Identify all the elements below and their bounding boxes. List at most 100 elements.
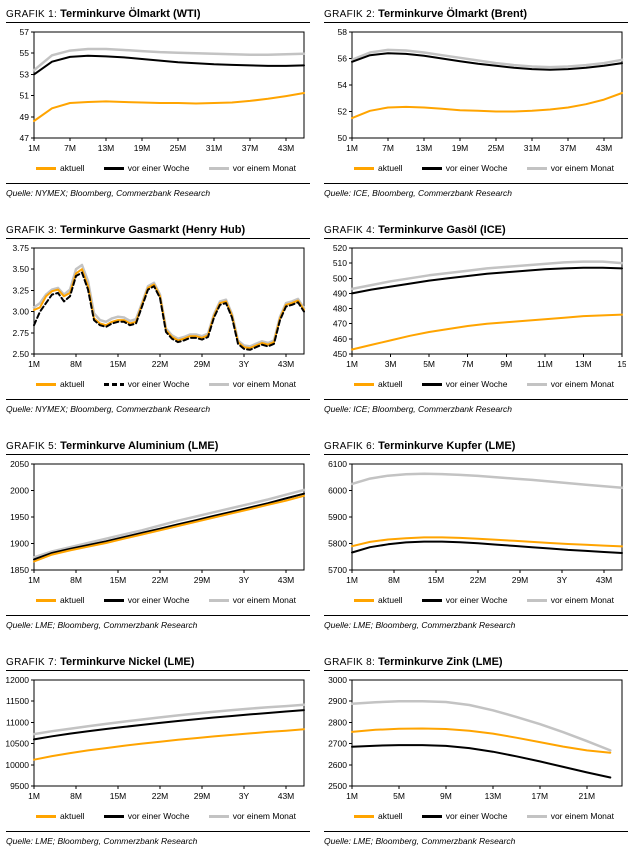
chart-svg: 2.50 2.75 3.00 3.25 3.50 3.75 1M 8M 15M 22M 29M 3Y 4… xyxy=(12,243,306,369)
legend-item: vor einem Monat xyxy=(208,163,296,173)
legend-swatch xyxy=(354,166,374,170)
line-chart: 5700 5800 5900 6000 6100 1M 8M 15M 22M 29M 3Y 43M xyxy=(324,456,628,592)
legend-label: vor einem Monat xyxy=(232,595,296,605)
svg-text:1M: 1M xyxy=(28,359,40,369)
svg-text:480: 480 xyxy=(333,304,347,314)
title-divider xyxy=(324,238,628,239)
chart-title: GRAFIK 8: Terminkurve Zink (LME) xyxy=(324,655,628,670)
svg-text:29M: 29M xyxy=(194,575,211,585)
svg-text:3.50: 3.50 xyxy=(12,264,29,274)
legend-swatch xyxy=(526,598,547,602)
line-chart: 9500 10000 10500 11000 11500 12000 1M 8M 15M 22M 2… xyxy=(6,672,310,808)
svg-text:21M: 21M xyxy=(579,791,596,801)
legend-item: vor einer Woche xyxy=(103,379,190,389)
line-chart: 450 460 470 480 490 500 510 520 1M 3M 5M 7M 9M 11M 13M… xyxy=(324,240,628,376)
source-note: Quelle: LME; Bloomberg, Commerzbank Rese… xyxy=(6,620,198,630)
legend-label: vor einer Woche xyxy=(445,811,508,821)
legend-item: vor einer Woche xyxy=(103,811,190,821)
chart-svg: 2500 2600 2700 2800 2900 3000 1M 5M 9M 13M 17M 21M xyxy=(328,675,623,801)
legend-label: vor einer Woche xyxy=(445,163,508,173)
chart-title-text: Terminkurve Ölmarkt (WTI) xyxy=(60,8,201,20)
chart-title-text: Terminkurve Gasmarkt (Henry Hub) xyxy=(60,224,246,236)
svg-text:2500: 2500 xyxy=(328,781,347,791)
svg-text:13M: 13M xyxy=(575,359,592,369)
legend-item: vor einem Monat xyxy=(526,379,614,389)
chart-legend: aktuell vor einer Woche vor einem Monat xyxy=(6,809,310,823)
svg-text:31M: 31M xyxy=(206,143,223,153)
source-note: Quelle: LME; Bloomberg, Commerzbank Rese… xyxy=(6,836,198,846)
chart-label: GRAFIK 1: xyxy=(6,9,58,20)
chart-panel-brent: GRAFIK 2: Terminkurve Ölmarkt (Brent) 50… xyxy=(318,0,636,216)
svg-text:2000: 2000 xyxy=(10,486,29,496)
line-chart: 1850 1900 1950 2000 2050 1M 8M 15M 22M 29M 3Y 43M xyxy=(6,456,310,592)
svg-text:2.75: 2.75 xyxy=(12,328,29,338)
chart-label: GRAFIK 6: xyxy=(324,441,376,452)
svg-text:510: 510 xyxy=(333,258,347,268)
svg-text:470: 470 xyxy=(333,319,347,329)
source-note: Quelle: NYMEX; Bloomberg, Commerzbank Re… xyxy=(6,188,211,198)
chart-label: GRAFIK 7: xyxy=(6,657,58,668)
legend-swatch xyxy=(421,382,442,386)
svg-text:1M: 1M xyxy=(346,791,358,801)
title-divider xyxy=(6,670,310,671)
svg-text:2900: 2900 xyxy=(328,696,347,706)
svg-text:43M: 43M xyxy=(278,359,295,369)
title-divider xyxy=(6,22,310,23)
svg-text:6100: 6100 xyxy=(328,459,347,469)
footer-divider xyxy=(324,831,628,832)
svg-text:8M: 8M xyxy=(70,575,82,585)
chart-label: GRAFIK 3: xyxy=(6,225,58,236)
title-divider xyxy=(6,454,310,455)
chart-title: GRAFIK 1: Terminkurve Ölmarkt (WTI) xyxy=(6,7,310,22)
legend-item: vor einem Monat xyxy=(526,595,614,605)
line-chart: 2.50 2.75 3.00 3.25 3.50 3.75 1M 8M 15M 22M 29M 3Y 4… xyxy=(6,240,310,376)
svg-text:17M: 17M xyxy=(532,791,549,801)
svg-text:19M: 19M xyxy=(134,143,151,153)
svg-text:5700: 5700 xyxy=(328,565,347,575)
chart-title-text: Terminkurve Ölmarkt (Brent) xyxy=(378,8,528,20)
svg-text:2800: 2800 xyxy=(328,717,347,727)
chart-label: GRAFIK 5: xyxy=(6,441,58,452)
svg-text:9M: 9M xyxy=(440,791,452,801)
svg-text:22M: 22M xyxy=(470,575,487,585)
svg-text:9500: 9500 xyxy=(10,781,29,791)
svg-text:1M: 1M xyxy=(28,575,40,585)
svg-text:3Y: 3Y xyxy=(239,791,250,801)
legend-item: aktuell xyxy=(36,379,85,389)
line-chart: 50 52 54 56 58 1M 7M 13M 19M 25M 31M 37M 43M xyxy=(324,24,628,160)
legend-swatch xyxy=(103,814,124,818)
legend-swatch xyxy=(208,166,229,170)
legend-item: aktuell xyxy=(36,811,85,821)
svg-text:8M: 8M xyxy=(70,791,82,801)
svg-text:8M: 8M xyxy=(388,575,400,585)
svg-text:43M: 43M xyxy=(278,143,295,153)
legend-item: vor einem Monat xyxy=(526,163,614,173)
chart-title: GRAFIK 5: Terminkurve Aluminium (LME) xyxy=(6,439,310,454)
svg-text:54: 54 xyxy=(338,80,348,90)
svg-text:29M: 29M xyxy=(194,359,211,369)
legend-swatch xyxy=(354,598,374,602)
legend-swatch xyxy=(208,382,229,386)
chart-title: GRAFIK 7: Terminkurve Nickel (LME) xyxy=(6,655,310,670)
legend-swatch xyxy=(526,382,547,386)
svg-text:2050: 2050 xyxy=(10,459,29,469)
legend-item: vor einer Woche xyxy=(421,811,508,821)
line-chart: 47 49 51 53 55 57 1M 7M 13M 19M 25M 31M 37M 43M xyxy=(6,24,310,160)
legend-label: aktuell xyxy=(378,811,403,821)
svg-text:3Y: 3Y xyxy=(239,575,250,585)
svg-text:3.25: 3.25 xyxy=(12,285,29,295)
source-note: Quelle: ICE, Bloomberg, Commerzbank Rese… xyxy=(324,188,513,198)
legend-item: vor einem Monat xyxy=(208,811,296,821)
svg-text:3Y: 3Y xyxy=(239,359,250,369)
chart-label: GRAFIK 8: xyxy=(324,657,376,668)
svg-text:13M: 13M xyxy=(416,143,433,153)
svg-text:2700: 2700 xyxy=(328,739,347,749)
legend-item: vor einer Woche xyxy=(103,163,190,173)
svg-text:29M: 29M xyxy=(512,575,529,585)
legend-item: aktuell xyxy=(354,595,403,605)
svg-text:11M: 11M xyxy=(537,359,553,369)
legend-label: vor einer Woche xyxy=(445,595,508,605)
chart-svg: 1850 1900 1950 2000 2050 1M 8M 15M 22M 29M 3Y 43M xyxy=(10,459,306,585)
chart-legend: aktuell vor einer Woche vor einem Monat xyxy=(324,377,628,391)
